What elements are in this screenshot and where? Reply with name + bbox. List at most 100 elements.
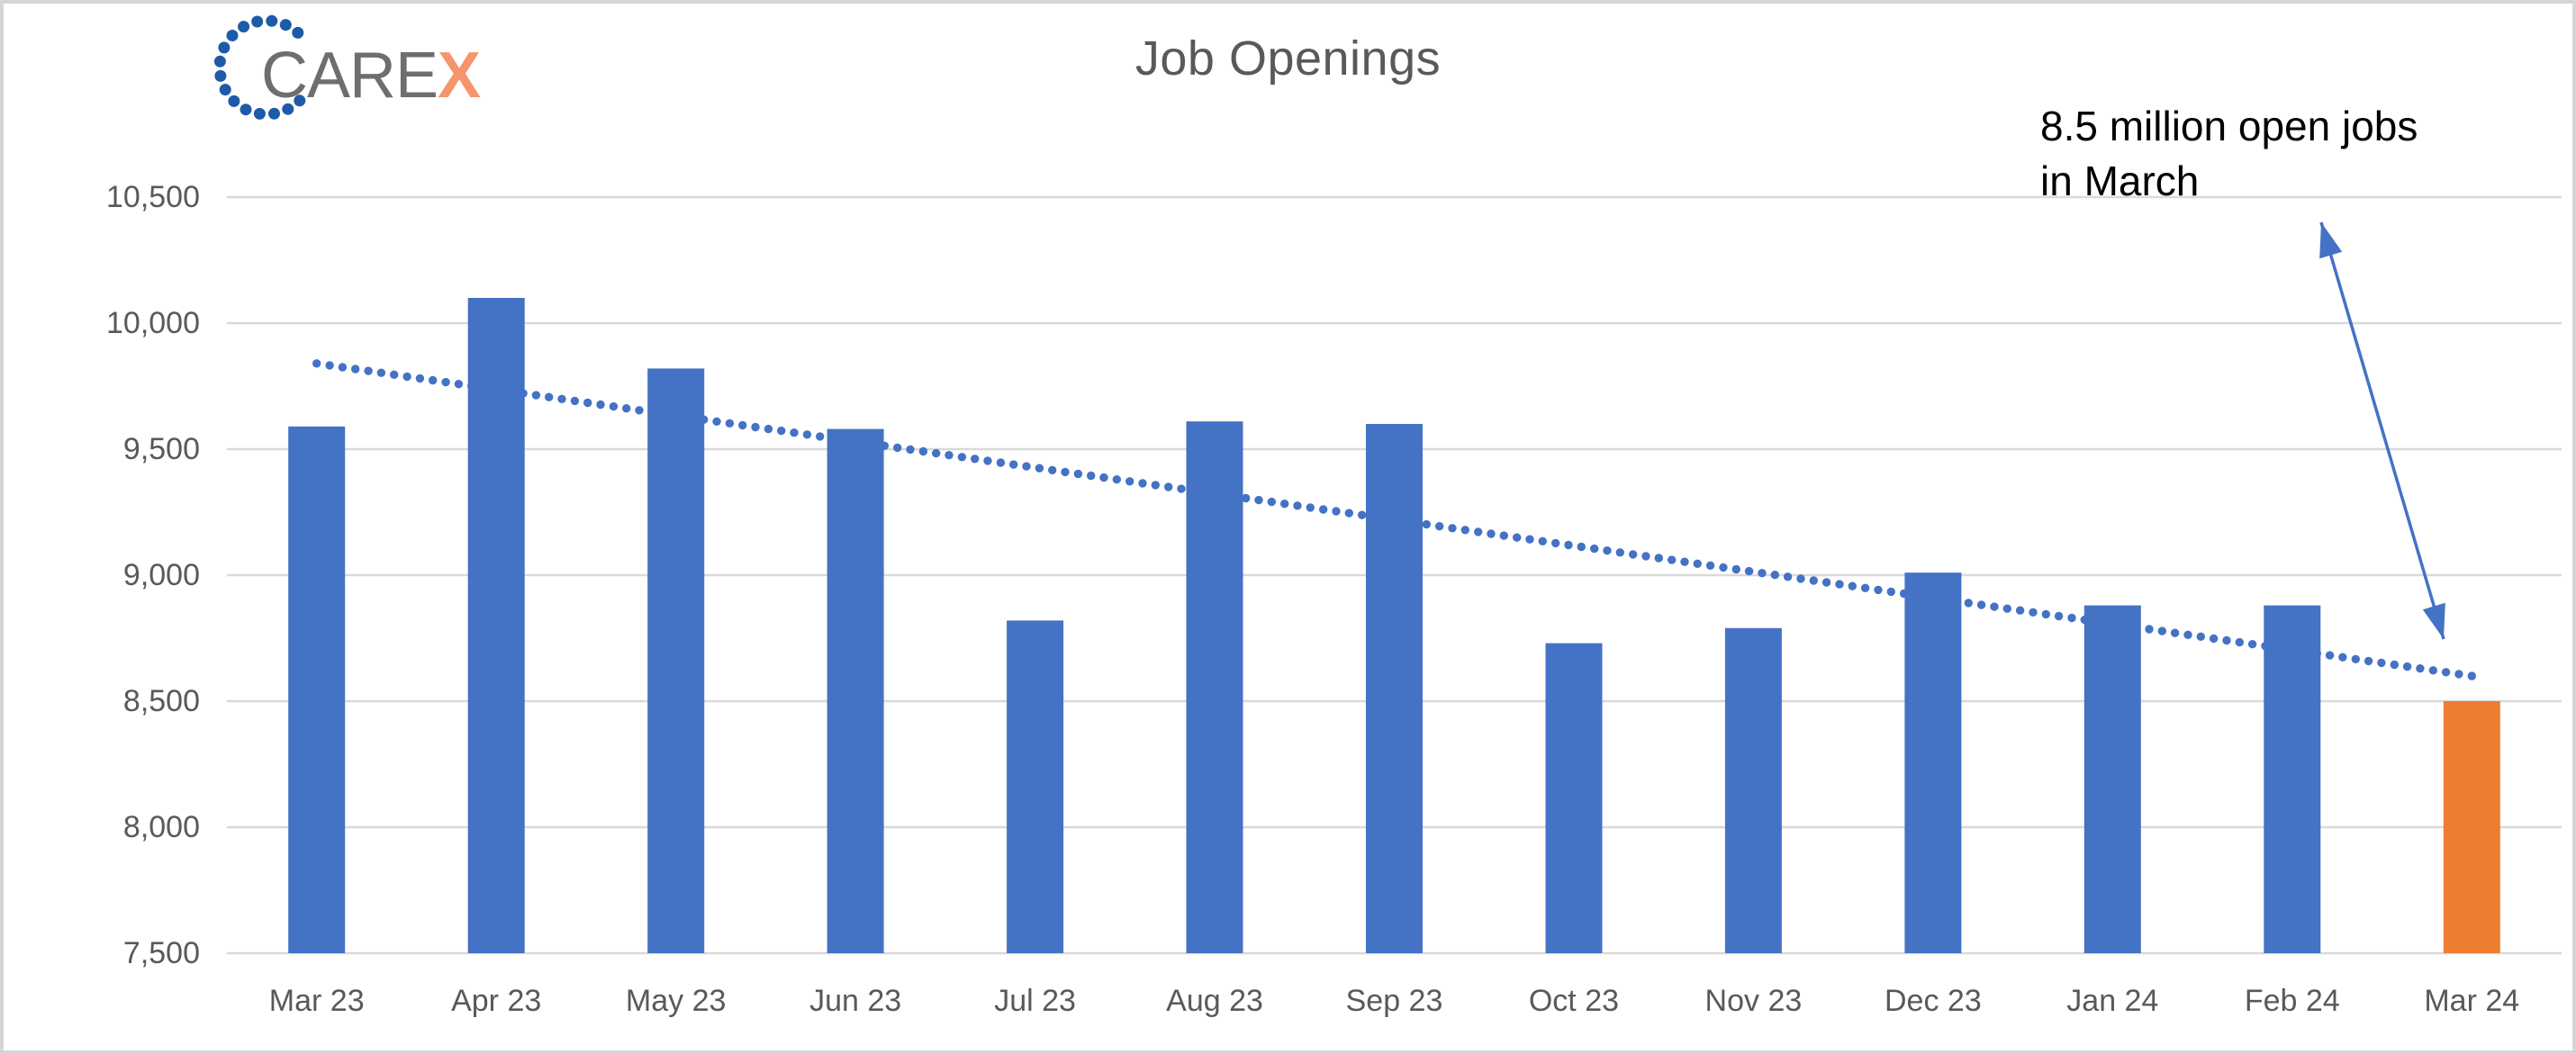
trendline-dot: [1293, 501, 1302, 510]
bar-mar-24: [2443, 701, 2500, 953]
trendline-dot: [1422, 519, 1432, 529]
svg-text:CAREX: CAREX: [261, 40, 481, 112]
trendline-dot: [2351, 654, 2360, 663]
trendline-dot: [2247, 640, 2257, 649]
trendline-dot: [2183, 630, 2192, 639]
trendline-dot: [945, 451, 954, 460]
bar-mar-23: [288, 426, 346, 953]
trendline-dot: [790, 428, 799, 437]
trendline-dot: [738, 420, 747, 430]
trendline-dot: [1487, 529, 1496, 538]
trendline-dot: [1499, 531, 1509, 540]
trendline-dot: [338, 363, 348, 372]
y-tick-label-8000: 8,000: [122, 810, 200, 844]
trendline-dot: [609, 401, 619, 411]
trendline-dot: [1835, 580, 1844, 589]
annotation-callout: 8.5 million open jobs in March: [2040, 99, 2418, 209]
trendline-dot: [725, 419, 735, 428]
trendline-dot: [932, 448, 941, 458]
logo-dot: [213, 55, 226, 68]
trendline-dot: [1551, 538, 1560, 548]
trendline-dot: [1138, 479, 1147, 488]
trendline-dot: [1035, 464, 1044, 473]
bar-aug-23: [1186, 421, 1243, 953]
trendline-dot: [1848, 581, 1857, 590]
trendline-dot: [596, 400, 605, 410]
trendline-dot: [1048, 465, 1057, 474]
trendline-dot: [2377, 658, 2386, 668]
x-tick-label-sep-23: Sep 23: [1345, 984, 1443, 1018]
bar-dec-23: [1904, 572, 1962, 953]
trendline-dot: [816, 432, 825, 441]
trendline-dot: [545, 392, 554, 401]
trendline-dot: [2067, 613, 2076, 623]
logo-dot: [266, 14, 278, 27]
x-tick-label-feb-24: Feb 24: [2244, 984, 2340, 1018]
arrow-line: [2319, 221, 2445, 640]
logo-dot: [282, 103, 294, 115]
trendline-dot: [2441, 668, 2451, 677]
trendline-dot: [2157, 626, 2166, 635]
bar-sep-23: [1366, 424, 1423, 953]
arrow-head-top: [2319, 222, 2343, 259]
trendline-dot: [2054, 611, 2064, 621]
trendline-dot: [2364, 656, 2373, 666]
trendline-dot: [1590, 544, 1599, 554]
trendline-dot: [1990, 602, 1999, 611]
trendline-dot: [1435, 522, 1444, 531]
trendline-dot: [1306, 503, 1315, 512]
x-tick-label-dec-23: Dec 23: [1885, 984, 1982, 1018]
logo-dot: [253, 107, 266, 120]
x-tick-label-jun-23: Jun 23: [809, 984, 902, 1018]
logo-dot: [294, 95, 306, 107]
trendline-dot: [1821, 578, 1831, 587]
y-tick-label-10000: 10,000: [106, 306, 200, 340]
trendline-dot: [2196, 632, 2205, 641]
logo-dot: [240, 104, 252, 116]
logo-dot: [251, 15, 264, 28]
trendline-dot: [583, 398, 592, 408]
arrow-head-bottom: [2422, 602, 2445, 639]
trendline-dot: [2390, 660, 2399, 670]
x-tick-label-nov-23: Nov 23: [1704, 984, 1803, 1018]
bar-jun-23: [827, 428, 884, 954]
trendline-dot: [1073, 469, 1083, 479]
trendline-dot: [971, 455, 980, 464]
logo-dot: [219, 84, 231, 96]
bar-apr-23: [467, 298, 525, 953]
trendline-dot: [996, 458, 1006, 467]
trendline-dot: [1087, 471, 1096, 481]
annotation-line-1: 8.5 million open jobs: [2040, 103, 2418, 149]
bar-jul-23: [1007, 620, 1064, 953]
logo-dot: [228, 95, 240, 107]
trendline-dot: [1680, 557, 1689, 566]
y-tick-label-7500: 7,500: [122, 936, 200, 970]
trendline-dot: [918, 446, 928, 456]
logo-dot: [218, 41, 230, 54]
trendline-dot: [751, 422, 760, 432]
bar-feb-24: [2264, 605, 2321, 953]
x-tick-label-may-23: May 23: [625, 984, 727, 1018]
x-tick-label-mar-23: Mar 23: [268, 984, 365, 1018]
trendline-dot: [983, 456, 992, 465]
annotation-line-2: in March: [2040, 158, 2200, 204]
trendline-dot: [1448, 524, 1457, 533]
trendline-dot: [1151, 481, 1161, 490]
x-tick-label-aug-23: Aug 23: [1166, 984, 1263, 1018]
trendline-dot: [764, 424, 773, 434]
trendline-dot: [1758, 569, 1767, 578]
trendline-dot: [1796, 574, 1805, 583]
trendline-dot: [1125, 477, 1134, 486]
trendline-dot: [2416, 664, 2425, 673]
trendline-dot: [2428, 666, 2437, 675]
trendline-dot: [441, 377, 450, 387]
trendline-dot: [1538, 536, 1548, 545]
trendline-dot: [1860, 583, 1870, 592]
trendline-dot: [415, 374, 425, 383]
trendline-dot: [2402, 662, 2412, 671]
trendline-dot: [1603, 546, 1612, 555]
trendline-dot: [1693, 559, 1703, 568]
